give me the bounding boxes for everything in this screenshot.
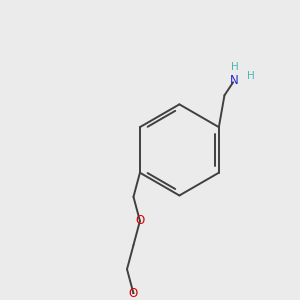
Text: N: N: [230, 74, 239, 87]
Text: O: O: [129, 287, 138, 300]
Text: H: H: [231, 62, 239, 72]
Text: O: O: [135, 214, 145, 227]
Text: H: H: [247, 70, 255, 81]
